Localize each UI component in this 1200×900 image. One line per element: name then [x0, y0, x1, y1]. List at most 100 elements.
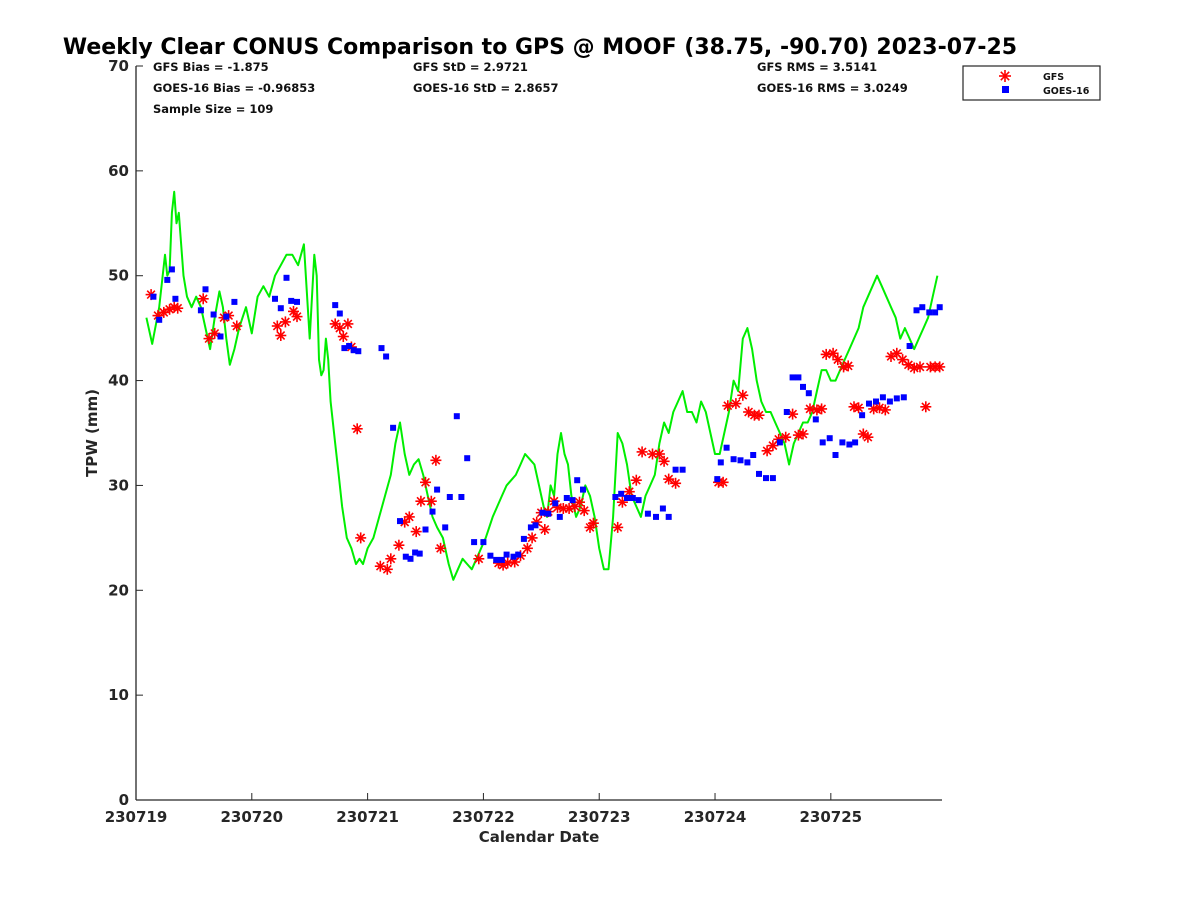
- gfs-marker-stroke: [898, 355, 908, 365]
- goes16-point: [932, 309, 939, 316]
- gfs-marker-stroke: [637, 447, 647, 457]
- x-tick-label: 230720: [220, 808, 283, 826]
- gfs-point: [334, 322, 346, 334]
- goes16-point: [412, 549, 419, 556]
- gfs-marker-stroke: [386, 554, 396, 564]
- gfs-point: [209, 327, 221, 339]
- goes16-point: [886, 398, 893, 405]
- gfs-point: [804, 403, 816, 415]
- stat-goes-bias: GOES-16 Bias = -0.96853: [153, 81, 315, 95]
- gfs-point: [658, 455, 670, 467]
- goes16-point: [714, 476, 721, 483]
- gfs-marker-stroke: [540, 525, 550, 534]
- goes16-point: [429, 508, 436, 515]
- goes16-point: [756, 470, 762, 477]
- goes16-point: [866, 400, 872, 407]
- goes16-point: [172, 295, 179, 302]
- gfs-marker-stroke: [664, 474, 674, 484]
- goes16-point: [723, 444, 730, 451]
- gfs-point: [271, 320, 283, 332]
- gfs-marker-stroke: [210, 328, 220, 338]
- gfs-marker-stroke: [588, 518, 598, 528]
- goes16-point: [879, 394, 886, 401]
- gfs-marker-stroke: [411, 527, 421, 537]
- goes16-point: [539, 509, 546, 516]
- x-tick-label: 230724: [684, 808, 747, 826]
- goes16-point: [453, 413, 460, 420]
- stat-gfs-std: GFS StD = 2.9721: [413, 60, 528, 74]
- gfs-marker-stroke: [935, 362, 945, 372]
- goes16-point: [819, 439, 826, 446]
- gfs-point: [291, 311, 303, 323]
- gfs-point: [797, 428, 809, 440]
- gfs-marker-stroke: [624, 487, 634, 497]
- gfs-marker-stroke: [579, 506, 589, 516]
- goes16-point: [789, 374, 796, 381]
- gfs-marker-stroke: [330, 319, 340, 329]
- gfs-point: [753, 409, 765, 421]
- goes16-point: [812, 416, 819, 423]
- gfs-marker-stroke: [431, 455, 441, 465]
- gfs-marker-stroke: [335, 323, 345, 333]
- gfs-marker-stroke: [343, 319, 353, 329]
- x-axis-label: Calendar Date: [479, 828, 600, 846]
- gfs-point: [521, 542, 533, 554]
- goes16-point: [659, 505, 666, 512]
- gfs-point: [780, 431, 792, 443]
- gfs-marker-stroke: [654, 449, 664, 459]
- goes16-point: [545, 510, 552, 517]
- goes16-point: [873, 398, 879, 405]
- goes16-point: [936, 304, 943, 311]
- gfs-point: [730, 398, 742, 410]
- x-tick-label: 230719: [105, 808, 168, 826]
- gfs-marker-stroke: [232, 321, 242, 331]
- goes16-point: [563, 495, 570, 501]
- legend-box: [962, 65, 1101, 101]
- goes16-point: [839, 439, 846, 446]
- goes16-point: [471, 539, 478, 546]
- gfs-point: [879, 404, 891, 416]
- gfs-point: [425, 495, 437, 507]
- gfs-marker-stroke: [828, 348, 838, 358]
- gfs-marker-stroke: [854, 403, 864, 413]
- gfs-marker-stroke: [503, 558, 513, 568]
- gfs-marker-stroke: [909, 363, 919, 373]
- goes16-point: [390, 424, 397, 431]
- gfs-point: [342, 318, 354, 330]
- gfs-marker-stroke: [869, 404, 879, 414]
- goes16-point: [527, 524, 534, 531]
- gfs-point: [393, 539, 405, 551]
- legend-gfs-label: GFS: [1043, 72, 1064, 83]
- goes16-point: [156, 316, 163, 323]
- gfs-marker-stroke: [805, 404, 815, 414]
- gfs-marker-stroke: [404, 512, 414, 522]
- goes16-point: [378, 345, 385, 352]
- goes16-point: [150, 293, 157, 300]
- goes16-point: [446, 494, 453, 500]
- x-tick-label: 230722: [452, 808, 515, 826]
- goes16-point: [480, 539, 487, 546]
- gfs-point: [920, 401, 932, 413]
- gfs-marker-stroke: [754, 410, 764, 420]
- goes16-point: [164, 276, 171, 283]
- gfs-marker-stroke: [375, 561, 385, 571]
- gfs-marker-stroke: [474, 554, 484, 564]
- stat-gfs-rms: GFS RMS = 3.5141: [757, 60, 877, 74]
- gfs-marker-stroke: [858, 429, 868, 439]
- goes16-point: [498, 556, 505, 563]
- gfs-marker-stroke: [292, 312, 302, 322]
- goes16-point: [618, 490, 625, 497]
- y-tick-label: 60: [108, 162, 129, 180]
- gfs-point: [587, 517, 599, 529]
- gfs-point: [574, 496, 585, 508]
- gfs-point: [820, 348, 832, 360]
- gfs-marker-stroke: [631, 475, 641, 485]
- goes16-point: [210, 311, 217, 318]
- gfs-marker-stroke: [817, 404, 827, 414]
- goes16-point: [346, 343, 353, 349]
- gfs-marker-stroke: [272, 321, 282, 331]
- goes16-point: [580, 486, 586, 493]
- gfs-marker-stroke: [426, 496, 436, 506]
- goes16-point: [893, 395, 900, 402]
